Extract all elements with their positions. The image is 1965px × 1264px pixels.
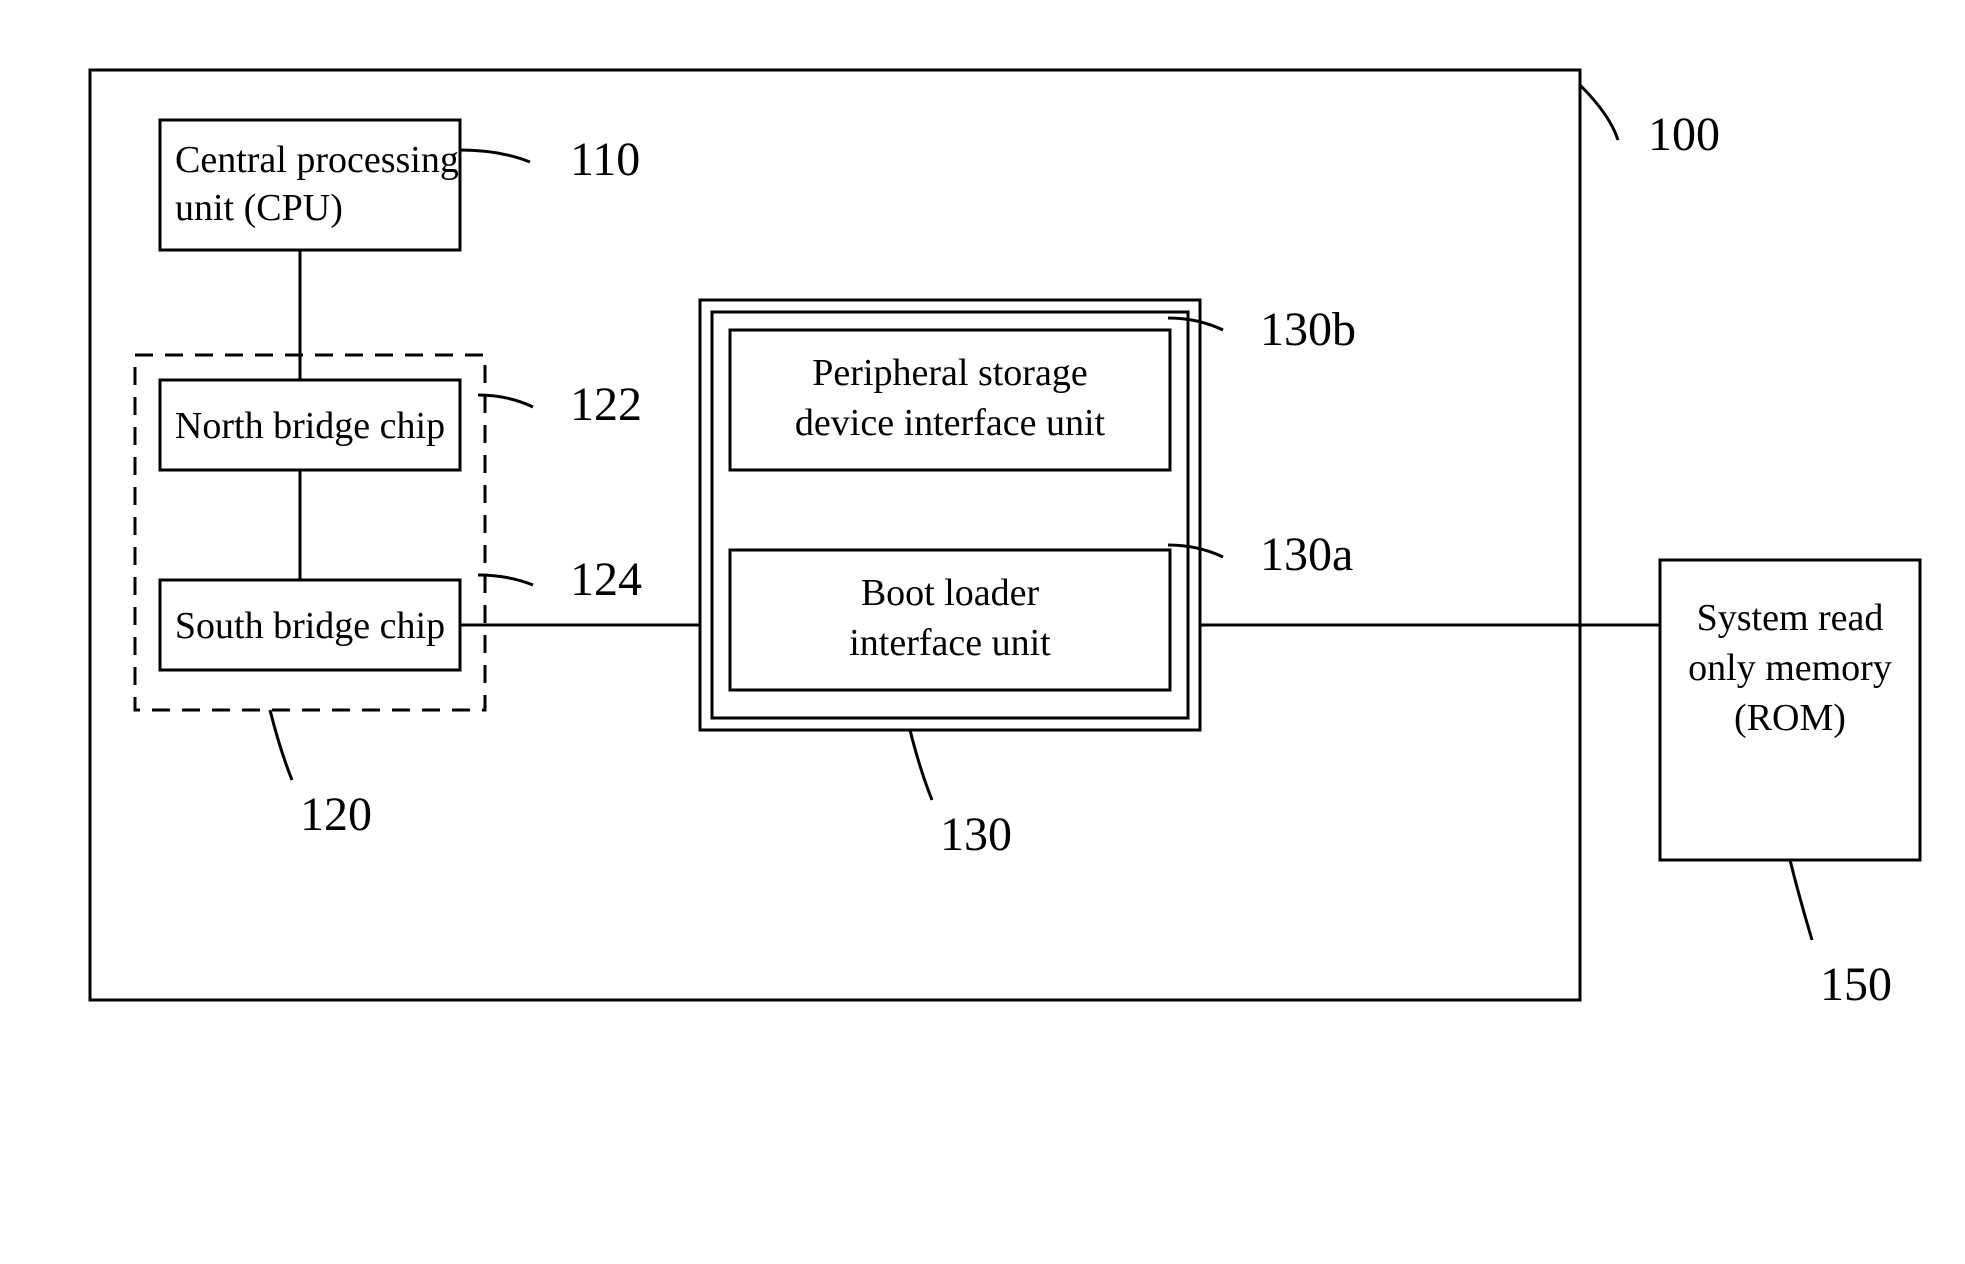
rom-block: System read only memory (ROM) — [1660, 560, 1920, 860]
cpu-label-line2: unit (CPU) — [175, 187, 343, 229]
boot-label-line2: interface unit — [849, 622, 1051, 664]
rom-label-line3: (ROM) — [1734, 697, 1846, 739]
ref-130b: 130b — [1260, 303, 1356, 356]
leader-130a — [1168, 545, 1223, 557]
leader-150 — [1790, 860, 1812, 940]
boot-label-line1: Boot loader — [861, 572, 1040, 614]
leader-120 — [270, 710, 292, 780]
ref-130a: 130a — [1260, 528, 1353, 581]
reference-labels: 100 110 122 124 120 130 130b 130a 150 — [270, 85, 1892, 1011]
north-bridge-label: North bridge chip — [175, 405, 445, 447]
peripheral-storage-interface-block: Peripheral storage device interface unit — [730, 330, 1170, 470]
ref-124: 124 — [570, 553, 642, 606]
ref-130: 130 — [940, 808, 1012, 861]
leader-110 — [460, 150, 530, 162]
south-bridge-label: South bridge chip — [175, 605, 445, 647]
boot-loader-interface-block: Boot loader interface unit — [730, 550, 1170, 690]
cpu-label-line1: Central processing — [175, 139, 459, 181]
leader-130 — [910, 730, 932, 800]
ref-150: 150 — [1820, 958, 1892, 1011]
ref-120: 120 — [300, 788, 372, 841]
rom-label-line2: only memory — [1688, 647, 1892, 689]
psd-label-line2: device interface unit — [795, 402, 1106, 444]
leader-130b — [1168, 318, 1223, 330]
rom-label-line1: System read — [1697, 597, 1884, 639]
psd-label-line1: Peripheral storage — [812, 352, 1087, 394]
south-bridge-block: South bridge chip — [160, 580, 460, 670]
ref-110: 110 — [570, 133, 640, 186]
north-bridge-block: North bridge chip — [160, 380, 460, 470]
cpu-block: Central processing unit (CPU) — [160, 120, 460, 250]
leader-100 — [1580, 85, 1618, 140]
ref-122: 122 — [570, 378, 642, 431]
ref-100: 100 — [1648, 108, 1720, 161]
